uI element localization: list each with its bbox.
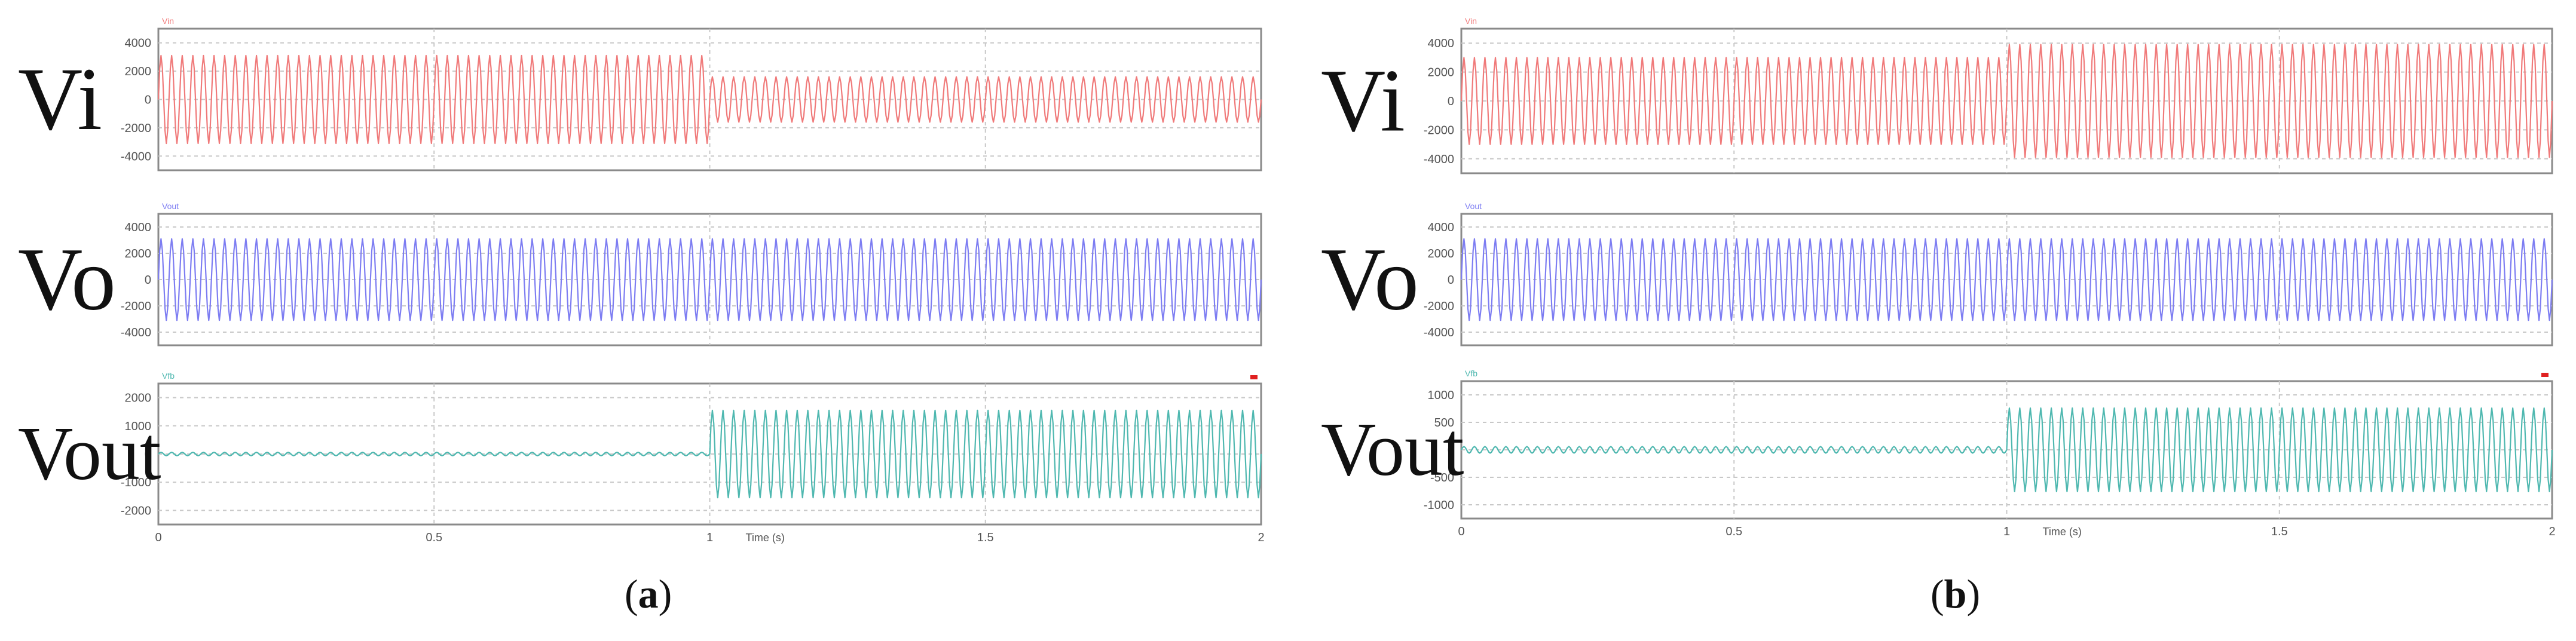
y-tick-label-b-1-4: -4000 [1424, 326, 1454, 339]
series-line-b-vi [1460, 44, 2553, 158]
subplot-header-b-1: Vout [1465, 201, 1482, 211]
y-tick-label-b-2-0: 1000 [1428, 389, 1455, 402]
x-tick-label-a-1: 0.5 [426, 531, 442, 544]
y-tick-label-a-2-2: 0 [145, 448, 151, 461]
y-tick-label-a-2-3: -1000 [121, 476, 151, 489]
caption-a: (a) [625, 571, 672, 617]
y-tick-label-b-0-2: 0 [1448, 95, 1454, 108]
y-tick-label-b-1-1: 2000 [1428, 247, 1455, 260]
y-tick-label-b-0-0: 4000 [1428, 37, 1455, 50]
series-line-b-vo [1460, 238, 2553, 321]
y-tick-label-a-1-4: -4000 [121, 326, 151, 339]
x-tick-label-b-3: 1.5 [2271, 525, 2288, 538]
y-tick-label-b-1-2: 0 [1448, 274, 1454, 287]
x-tick-label-a-3: 1.5 [977, 531, 994, 544]
subplot-header-b-2: Vfb [1465, 369, 1477, 378]
y-tick-label-a-2-4: -2000 [121, 504, 151, 517]
series-line-a-vo [157, 238, 1262, 321]
x-tick-label-b-2: 1 [2003, 525, 2010, 538]
subplot-header-b-0: Vin [1465, 16, 1477, 26]
y-tick-label-a-1-0: 4000 [125, 221, 152, 234]
y-tick-label-a-0-0: 4000 [125, 37, 152, 50]
y-tick-label-a-0-4: -4000 [121, 150, 151, 163]
y-tick-label-b-2-2: 0 [1448, 444, 1454, 457]
y-tick-label-b-0-4: -4000 [1424, 153, 1454, 166]
y-tick-label-b-2-3: -500 [1430, 471, 1454, 484]
signal-label-b-vout: Vout [1321, 407, 1464, 492]
x-axis-label-b: Time (s) [2043, 526, 2082, 538]
signal-label-b-vo: Vo [1321, 230, 1419, 329]
y-tick-label-b-1-0: 4000 [1428, 221, 1455, 234]
y-tick-label-a-1-1: 2000 [125, 247, 152, 260]
y-tick-label-a-2-0: 2000 [125, 392, 152, 405]
corner-marker-a [1250, 375, 1258, 379]
series-line-a-vi [157, 54, 1262, 145]
y-tick-label-a-1-2: 0 [145, 274, 151, 287]
y-tick-label-a-2-1: 1000 [125, 420, 152, 433]
y-tick-label-a-1-3: -2000 [121, 300, 151, 313]
x-axis-label-a: Time (s) [746, 532, 785, 544]
y-tick-label-b-2-4: -1000 [1424, 499, 1454, 512]
signal-label-a-vout: Vout [18, 411, 161, 496]
y-tick-label-a-0-1: 2000 [125, 65, 152, 78]
y-tick-label-a-0-3: -2000 [121, 122, 151, 135]
series-line-a-vout [158, 409, 1262, 499]
series-line-b-vout [1461, 407, 2553, 492]
subplot-header-a-1: Vout [162, 201, 179, 211]
x-tick-label-a-2: 1 [706, 531, 713, 544]
subplot-header-a-2: Vfb [162, 371, 175, 381]
x-tick-label-b-0: 0 [1458, 525, 1464, 538]
caption-b: (b) [1931, 571, 1981, 617]
signal-label-a-vi: Vi [18, 50, 102, 149]
x-tick-label-b-4: 2 [2549, 525, 2555, 538]
x-tick-label-a-0: 0 [155, 531, 161, 544]
signal-label-b-vi: Vi [1321, 51, 1405, 151]
x-tick-label-b-1: 0.5 [1726, 525, 1742, 538]
y-tick-label-b-0-3: -2000 [1424, 124, 1454, 137]
y-tick-label-b-0-1: 2000 [1428, 66, 1455, 79]
x-tick-label-a-4: 2 [1258, 531, 1264, 544]
y-tick-label-a-0-2: 0 [145, 94, 151, 107]
signal-label-a-vo: Vo [18, 230, 116, 329]
corner-marker-b [2541, 373, 2549, 377]
y-tick-label-b-1-3: -2000 [1424, 300, 1454, 313]
subplot-header-a-0: Vin [162, 16, 174, 26]
y-tick-label-b-2-1: 500 [1434, 416, 1454, 430]
